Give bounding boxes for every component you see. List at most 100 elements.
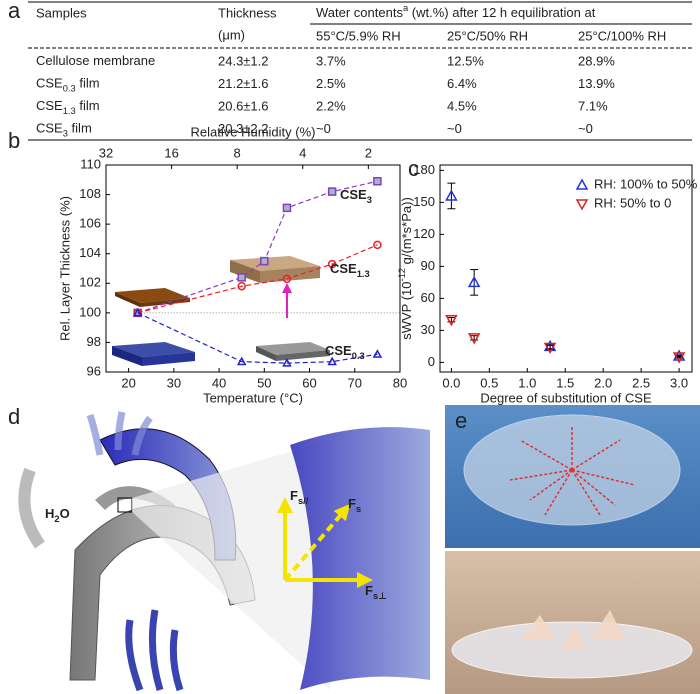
x-axis-label: Degree of substitution of CSE [480, 390, 652, 405]
plot-frame [105, 164, 401, 373]
y-tick-label: 106 [79, 216, 101, 231]
sub: 1.3 [63, 106, 76, 116]
label: Fs [348, 496, 361, 514]
text: CSE [36, 76, 63, 91]
table-cell: CSE3 film [36, 121, 92, 139]
table-cell: 2.5% [316, 76, 346, 91]
sub: 3 [367, 195, 372, 205]
x-tick-label: 3.0 [670, 375, 688, 390]
series-line [137, 244, 378, 314]
marker [467, 333, 481, 345]
y-tick-label: 104 [79, 245, 101, 260]
table-cell: 6.4% [447, 76, 477, 91]
sub: s⊥ [373, 591, 387, 601]
table-cell: 28.9% [578, 53, 615, 68]
suffix: (wt.%) after 12 h equilibration at [408, 5, 596, 20]
x-tick-label: 60 [302, 375, 316, 390]
y-tick-label: 100 [79, 304, 101, 319]
table-header: Samples [36, 5, 87, 20]
x-tick-label: 70 [348, 375, 362, 390]
y-tick-label: 110 [80, 156, 101, 171]
x-tick-label: 1.0 [518, 375, 536, 390]
table-cell: 20.6±1.6 [218, 98, 269, 113]
y-tick-label: 96 [87, 363, 101, 378]
series-label: CSE1.3 [330, 261, 370, 279]
sub: s [356, 504, 361, 514]
x2-axis-label: Relative Humidity (%) [191, 124, 316, 139]
marker [237, 273, 246, 282]
table-header: Thickness [218, 5, 277, 20]
x-tick-label: 20 [121, 375, 135, 390]
text: H [45, 506, 54, 521]
text: CSE [325, 343, 352, 358]
text: F [365, 583, 373, 598]
panel-label: e [455, 408, 467, 433]
table-cell: ~0 [316, 121, 331, 136]
legend-label: RH: 100% to 50% [594, 176, 698, 191]
x2-tick-label: 2 [365, 145, 372, 160]
table-cell: 2.2% [316, 98, 346, 113]
text: CSE [330, 261, 357, 276]
x-tick-label: 2.5 [632, 375, 650, 390]
x-tick-label: 0.0 [442, 375, 460, 390]
panel-label: b [8, 128, 20, 153]
table-cell: CSE0.3 film [36, 76, 100, 94]
marker [327, 187, 337, 196]
text: F [348, 496, 356, 511]
sub: 3 [63, 129, 68, 139]
x2-tick-label: 32 [99, 145, 113, 160]
panel-label: d [8, 404, 20, 429]
plot-frame [439, 164, 693, 373]
x-tick-label: 30 [167, 375, 181, 390]
x2-tick-label: 16 [164, 145, 178, 160]
x-tick-label: 80 [393, 375, 407, 390]
x-tick-label: 50 [257, 375, 271, 390]
y-tick-label: 98 [87, 334, 101, 349]
text: CSE [36, 98, 63, 113]
marker [467, 275, 481, 288]
marker [282, 203, 292, 213]
table-cell: ~0 [578, 121, 593, 136]
series-line [137, 312, 378, 364]
legend-marker [575, 178, 589, 190]
table-header: Water contentsa (wt.%) after 12 h equili… [316, 3, 596, 20]
sub: 2 [54, 514, 59, 524]
y-tick-label: 180 [413, 162, 435, 177]
y-tick-label: 102 [79, 275, 101, 290]
marker [373, 240, 382, 250]
table-header: 25°C/50% RH [447, 28, 528, 43]
y-tick-label: 108 [79, 186, 101, 201]
legend-marker [575, 199, 589, 211]
text: Water contents [316, 5, 403, 20]
suffix: O [60, 506, 70, 521]
table-cell: 24.3±1.2 [218, 53, 269, 68]
marker [445, 189, 458, 201]
marker [237, 282, 246, 291]
marker [373, 177, 382, 186]
series-label: CSE0.3 [325, 343, 365, 361]
marker [445, 314, 458, 327]
y-axis-label: Rel. Layer Thickness (%) [57, 196, 72, 341]
marker [236, 356, 247, 366]
sub: 0.3 [63, 84, 76, 94]
marker [327, 356, 337, 366]
illustration [112, 256, 330, 366]
sub: 0.3 [352, 351, 365, 361]
legend-label: RH: 50% to 0 [594, 195, 671, 210]
sub: s// [298, 496, 309, 506]
y-tick-label: 120 [413, 226, 435, 241]
suffix: g/(m*s*Pa)) [399, 197, 414, 268]
marker [282, 358, 292, 367]
suffix: film [76, 98, 100, 113]
table-header: 25°C/100% RH [578, 28, 666, 43]
suffix: film [76, 76, 100, 91]
marker [260, 256, 269, 266]
y-tick-label: 150 [413, 194, 435, 209]
sub: 1.3 [357, 269, 370, 279]
marker [282, 274, 292, 284]
marker [543, 342, 557, 355]
y-tick-label: 0 [428, 354, 435, 369]
x2-tick-label: 4 [299, 145, 306, 160]
x-tick-label: 0.5 [480, 375, 498, 390]
